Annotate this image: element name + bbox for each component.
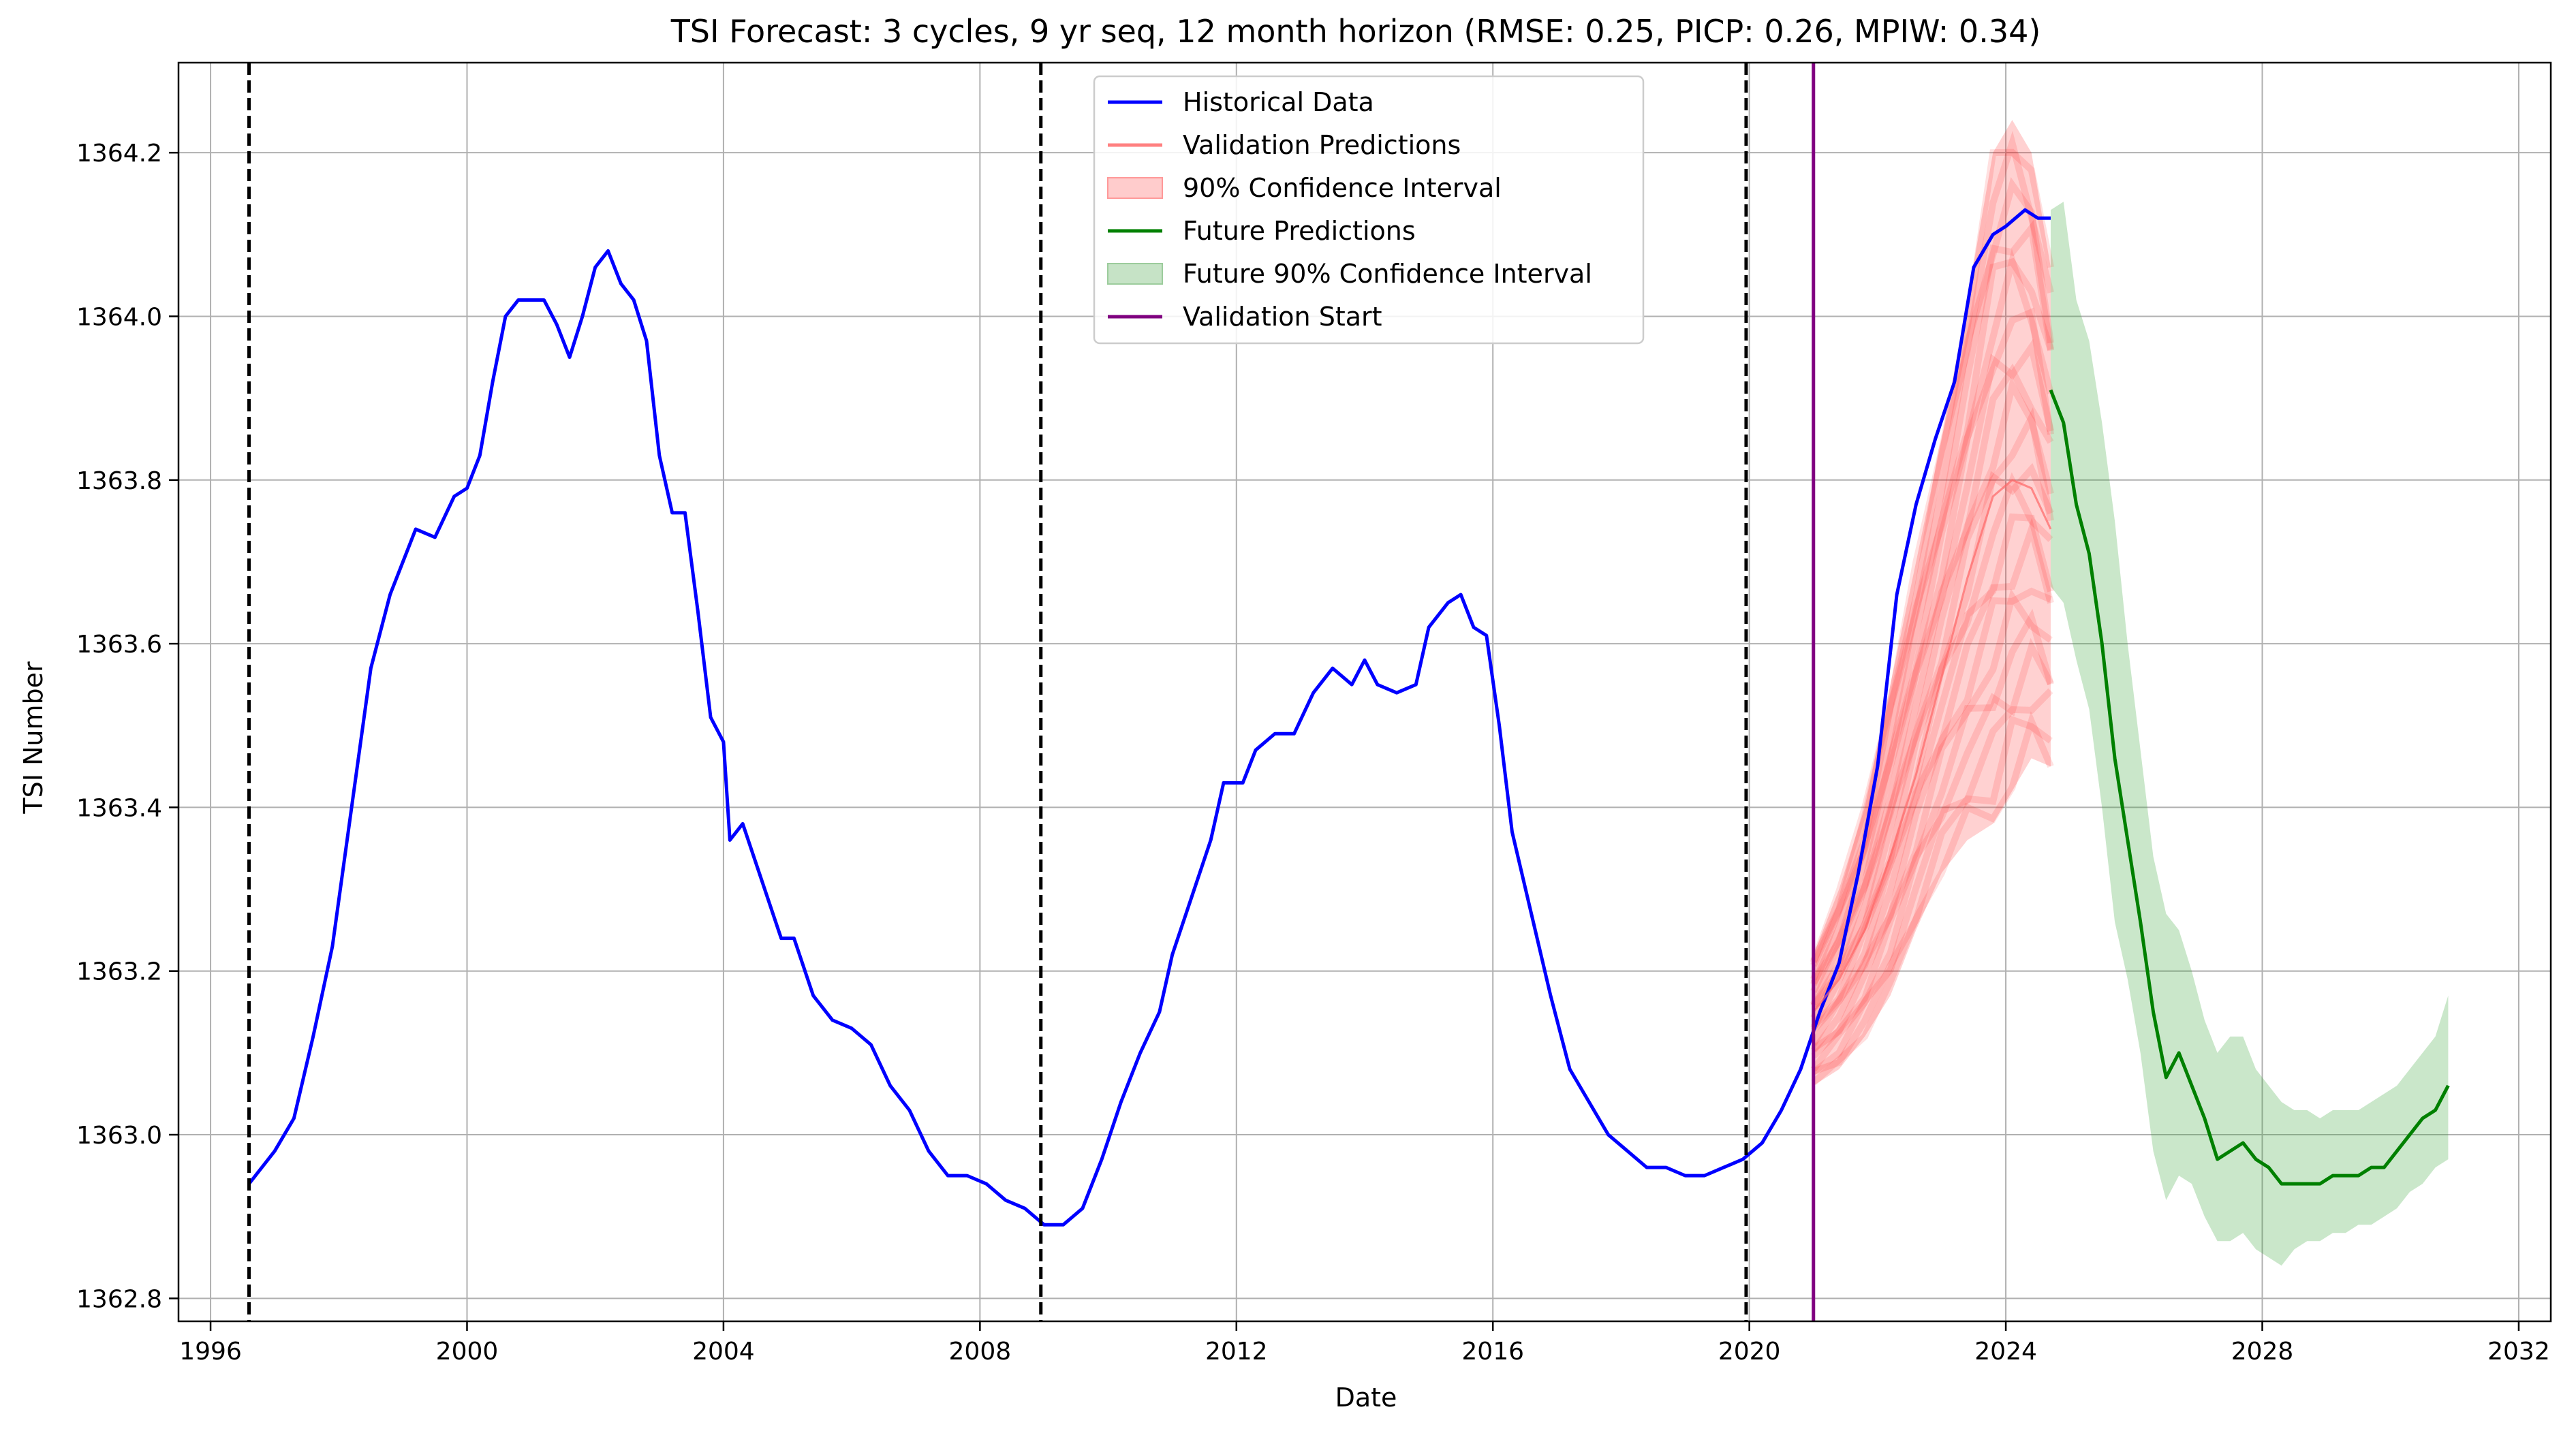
validation-fan-line (1810, 407, 2054, 1020)
plot-content (247, 63, 2450, 1321)
x-tick-label: 1996 (179, 1338, 242, 1366)
y-tick-label: 1364.2 (76, 140, 162, 168)
y-axis-label: TSI Number (18, 661, 48, 815)
x-tick-label: 2008 (949, 1338, 1012, 1366)
x-tick-label: 2000 (436, 1338, 499, 1366)
historical-data-line (247, 208, 2051, 1227)
validation-fan-line (1810, 148, 2054, 964)
validation-fan-line (1810, 131, 2054, 962)
legend-swatch (1107, 177, 1163, 199)
x-tick-label: 2012 (1205, 1338, 1268, 1366)
x-tick-label: 2020 (1718, 1338, 1781, 1366)
legend-label: Future Predictions (1183, 216, 1416, 246)
y-tick-label: 1363.4 (76, 794, 162, 822)
y-tick-label: 1363.6 (76, 631, 162, 659)
plot-area: 1996 2000 2004 2008 2012 2016 2020 2024 2028 2032… (76, 61, 2552, 1366)
validation-fan-line (1810, 338, 2054, 1006)
validation-fan-line (1810, 517, 2054, 1046)
legend-box (1093, 75, 1645, 345)
validation-fan-line (1810, 307, 2054, 993)
validation-fan-line (1810, 637, 2054, 1072)
validation-fan-line (1811, 711, 2054, 1086)
validation-fan-line (1810, 257, 2054, 986)
x-tick-label: 2024 (1974, 1338, 2037, 1366)
x-tick-label: 2016 (1461, 1338, 1524, 1366)
x-tick-label: 2004 (692, 1338, 755, 1366)
future-predictions-line (2049, 389, 2450, 1186)
x-axis-label: Date (1335, 1383, 1397, 1413)
validation-fan-line (1810, 177, 2054, 967)
y-tick-label: 1363.2 (76, 958, 162, 986)
y-tick-label: 1362.8 (76, 1285, 162, 1313)
validation-fan-line (1810, 513, 2054, 1033)
y-tick-label: 1363.0 (76, 1122, 162, 1150)
legend-label: Validation Predictions (1183, 130, 1461, 160)
y-tick-label: 1364.0 (76, 303, 162, 331)
x-tick-label: 2028 (2231, 1338, 2294, 1366)
validation-fan-line (1811, 688, 2053, 1075)
validation-predictions-line (1812, 479, 2052, 1013)
validation-fan-line (1811, 588, 2053, 1052)
validation-prediction-fan (1810, 131, 2054, 1086)
y-tick-label: 1363.8 (76, 467, 162, 495)
chart-legend: Historical Data Validation Predictions 90%… (1093, 75, 1645, 345)
validation-fan-line (1810, 220, 2054, 981)
legend-label: Future 90% Confidence Interval (1183, 259, 1592, 289)
validation-fan-line (1810, 376, 2054, 1009)
legend-label: 90% Confidence Interval (1183, 173, 1502, 203)
plot-frame (177, 61, 2552, 1323)
validation-fan-line (1812, 715, 2053, 1075)
legend-swatch (1107, 263, 1163, 285)
validation-fan-line (1810, 363, 2054, 1008)
chart-title: TSI Forecast: 3 cycles, 9 yr seq, 12 mon… (670, 13, 2041, 50)
legend-label: Validation Start (1183, 302, 1382, 332)
legend-label: Historical Data (1183, 87, 1374, 117)
validation-confidence-band (1813, 120, 2051, 1086)
x-tick-label: 2032 (2487, 1338, 2550, 1366)
validation-fan-line (1811, 472, 2053, 1030)
validation-fan-line (1810, 587, 2052, 1053)
validation-fan-line (1811, 608, 2054, 1059)
